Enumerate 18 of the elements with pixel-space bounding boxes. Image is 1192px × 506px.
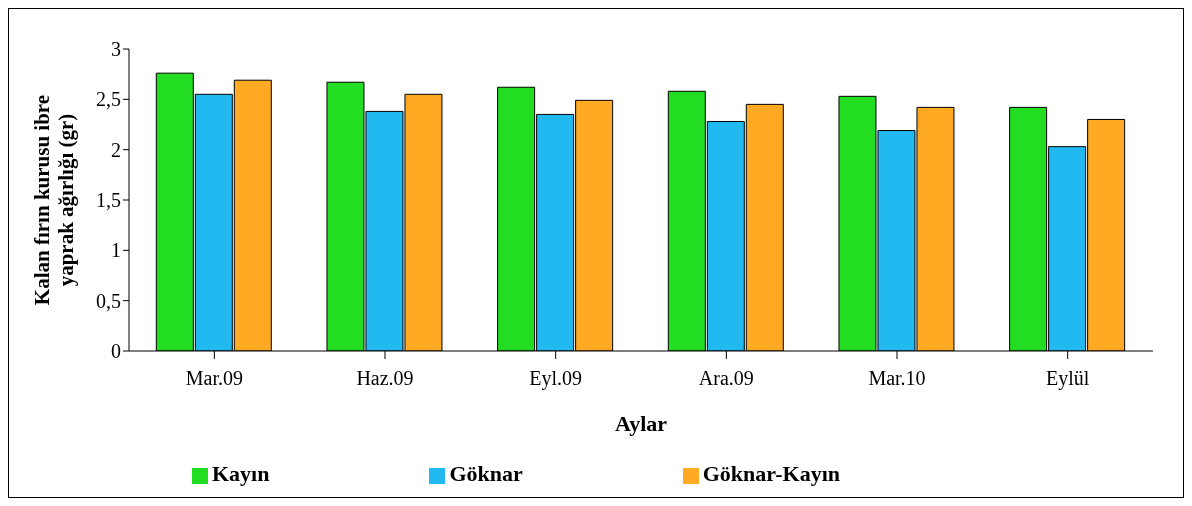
x-tick-label: Eyl.09 — [529, 367, 583, 391]
y-tick-label: 0,5 — [96, 289, 121, 312]
x-tick-label: Eylül — [1045, 367, 1090, 391]
y-tick-label: 3 — [111, 38, 121, 61]
y-tick-label: 2,5 — [96, 88, 121, 111]
x-tick-label: Ara.09 — [698, 367, 754, 390]
y-tick-label: 0 — [111, 340, 121, 363]
x-axis-title: Aylar — [614, 411, 668, 436]
x-tick-label: Haz.09 — [356, 367, 414, 390]
y-tick-label: 1 — [111, 239, 121, 262]
y-tick-label: 2 — [111, 138, 121, 161]
y-axis-title: Kalan fırın kurusu ibre yaprak ağırlığı (gr) — [30, 94, 78, 306]
x-tick-label: Mar.10 — [868, 367, 926, 390]
x-tick-label: Mar.09 — [185, 367, 243, 390]
legend-label: Göknar-Kayın — [702, 461, 841, 486]
legend-label: Göknar — [449, 461, 523, 486]
y-tick-label: 1,5 — [96, 189, 121, 212]
legend-label: Kayın — [211, 461, 270, 486]
